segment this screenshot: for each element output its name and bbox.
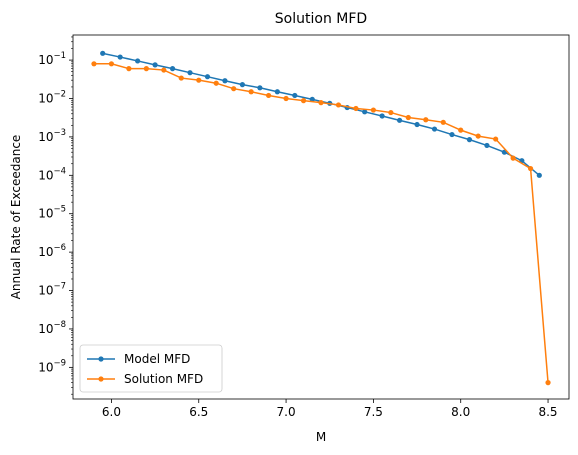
legend-label: Solution MFD [124, 372, 203, 386]
data-point [239, 82, 246, 88]
data-point [161, 67, 167, 73]
x-axis: 6.0 6.5 7.0 7.5 8.0 8.5 [102, 399, 558, 419]
legend-marker [98, 376, 104, 382]
legend: Model MFD Solution MFD [79, 344, 223, 393]
data-point [309, 96, 315, 102]
data-point [196, 77, 202, 83]
series-line-2 [93, 63, 549, 383]
legend-label: Model MFD [124, 352, 190, 366]
plot-area [91, 50, 551, 386]
y-axis-label: Annual Rate of Exceedance [9, 135, 23, 300]
y-tick-label: 10−7 [38, 282, 66, 298]
data-point [353, 105, 359, 112]
data-point [283, 95, 289, 102]
data-point [274, 89, 280, 95]
data-point [335, 102, 342, 108]
data-point [370, 107, 376, 113]
data-point [362, 109, 368, 115]
y-axis: 10−9 10−8 10−7 10−6 10−5 10−4 10−3 10−2 10−1 [38, 36, 73, 395]
data-point [266, 92, 272, 99]
y-tick-label: 10−1 [38, 51, 66, 67]
x-axis-label: M [316, 430, 326, 444]
data-point [405, 114, 411, 121]
data-point [300, 98, 307, 104]
data-point [545, 380, 551, 386]
x-tick-label: 6.0 [102, 405, 121, 419]
y-tick-label: 10−4 [38, 166, 66, 182]
data-point [204, 74, 211, 80]
x-tick-label: 6.5 [189, 405, 208, 419]
data-point [379, 113, 385, 119]
y-tick-label: 10−9 [38, 358, 66, 374]
data-point [91, 61, 97, 67]
data-point [527, 165, 534, 172]
data-point [318, 100, 324, 106]
data-point [440, 119, 446, 125]
data-point [493, 136, 499, 142]
y-tick-label: 10−5 [38, 205, 66, 221]
data-point [248, 89, 254, 95]
data-point [388, 109, 394, 116]
data-point [414, 121, 420, 128]
data-point [257, 85, 263, 91]
x-tick-label: 7.5 [364, 405, 383, 419]
data-point [396, 117, 403, 123]
data-point [458, 127, 464, 133]
data-point [431, 126, 438, 132]
chart-title: Solution MFD [275, 11, 367, 27]
data-point [169, 66, 176, 72]
data-point [231, 86, 237, 92]
data-point [152, 62, 158, 68]
data-point [117, 54, 123, 60]
data-point [143, 66, 149, 72]
data-point [466, 137, 473, 143]
data-point [178, 75, 184, 81]
data-point [536, 172, 542, 178]
data-point [423, 117, 429, 123]
data-point [213, 80, 219, 86]
data-point [484, 142, 490, 149]
x-tick-label: 8.5 [538, 405, 557, 419]
y-tick-label: 10−6 [38, 243, 66, 259]
y-tick-label: 10−8 [38, 320, 66, 336]
x-tick-label: 8.0 [451, 405, 470, 419]
data-point [108, 61, 115, 67]
data-point [475, 133, 481, 139]
plot-frame [72, 34, 570, 400]
data-point [510, 155, 516, 161]
x-tick-label: 7.0 [277, 405, 296, 419]
data-point [292, 92, 298, 99]
data-point [126, 66, 132, 72]
y-tick-label: 10−3 [38, 128, 66, 144]
y-tick-label: 10−2 [38, 89, 66, 105]
data-point [135, 58, 141, 64]
data-point [100, 50, 106, 56]
data-point [222, 78, 228, 84]
data-point [449, 131, 455, 138]
data-point [187, 70, 193, 76]
legend-marker [98, 356, 104, 362]
legend-box [79, 344, 223, 393]
